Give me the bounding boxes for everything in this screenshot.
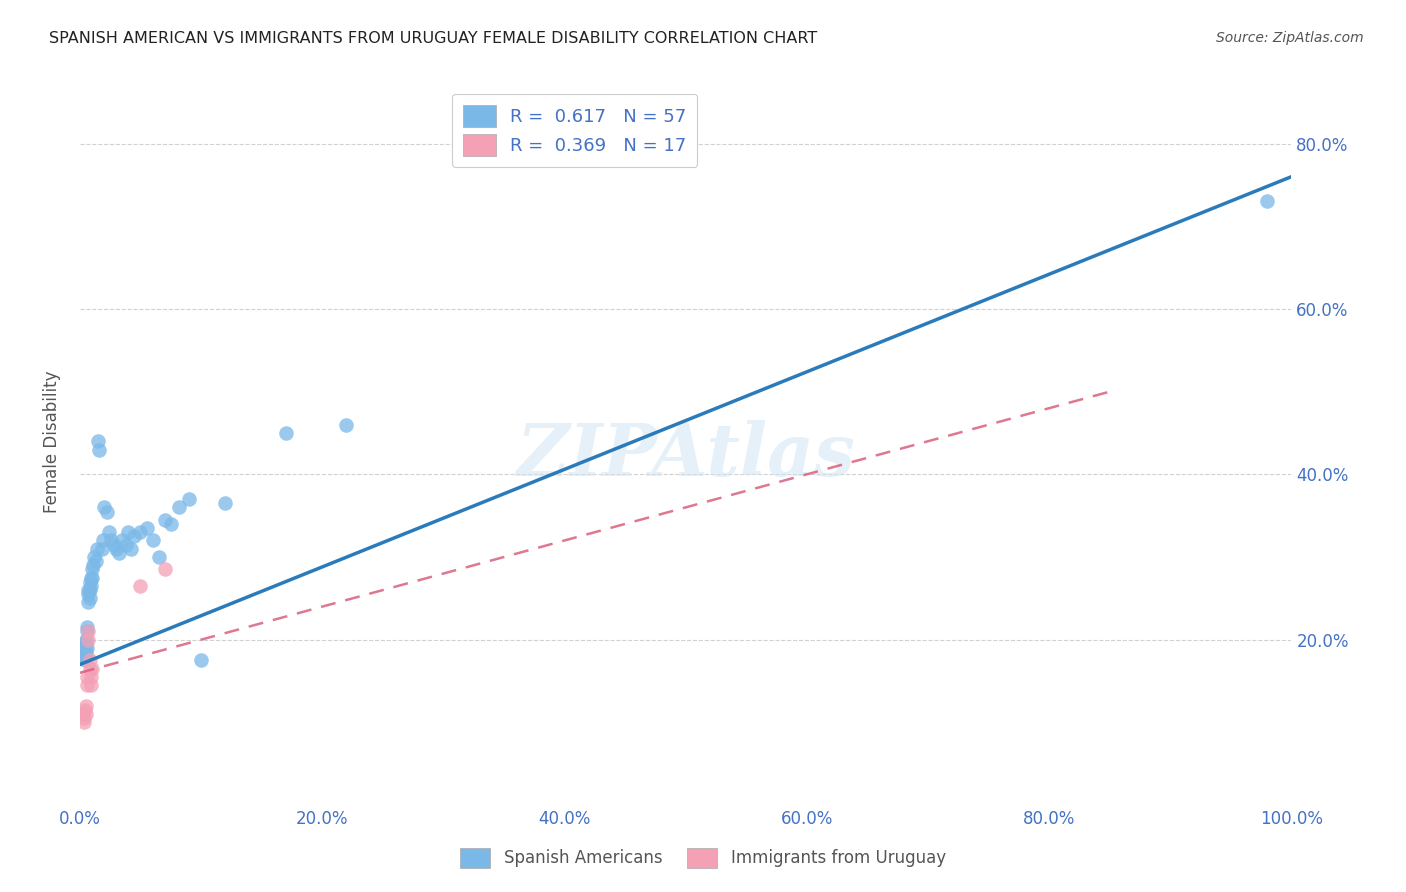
- Point: [72, 715, 94, 730]
- Point: [124, 529, 146, 543]
- Point: [129, 525, 152, 540]
- Point: [84, 554, 107, 568]
- Point: [73, 703, 96, 717]
- Point: [72, 649, 94, 664]
- Point: [80, 662, 103, 676]
- Point: [76, 678, 98, 692]
- Point: [100, 533, 122, 548]
- Point: [75, 637, 97, 651]
- Point: [79, 574, 101, 589]
- Point: [75, 698, 97, 713]
- Point: [153, 562, 176, 576]
- Point: [72, 711, 94, 725]
- Point: [167, 500, 190, 515]
- Text: Source: ZipAtlas.com: Source: ZipAtlas.com: [1216, 31, 1364, 45]
- Point: [117, 525, 139, 540]
- Point: [72, 637, 94, 651]
- Legend: Spanish Americans, Immigrants from Uruguay: Spanish Americans, Immigrants from Urugu…: [454, 841, 952, 875]
- Point: [87, 434, 110, 449]
- Legend: R =  0.617   N = 57, R =  0.369   N = 17: R = 0.617 N = 57, R = 0.369 N = 17: [453, 94, 697, 167]
- Point: [75, 645, 97, 659]
- Text: SPANISH AMERICAN VS IMMIGRANTS FROM URUGUAY FEMALE DISABILITY CORRELATION CHART: SPANISH AMERICAN VS IMMIGRANTS FROM URUG…: [49, 31, 817, 46]
- Point: [1256, 194, 1278, 209]
- Point: [75, 632, 97, 647]
- Point: [93, 500, 115, 515]
- Point: [214, 496, 236, 510]
- Point: [142, 533, 165, 548]
- Point: [96, 504, 118, 518]
- Point: [76, 640, 98, 655]
- Point: [115, 538, 138, 552]
- Point: [80, 678, 103, 692]
- Point: [73, 653, 96, 667]
- Point: [80, 579, 103, 593]
- Point: [77, 632, 100, 647]
- Point: [80, 562, 103, 576]
- Point: [72, 640, 94, 655]
- Point: [79, 653, 101, 667]
- Point: [79, 583, 101, 598]
- Point: [77, 587, 100, 601]
- Point: [76, 624, 98, 639]
- Point: [90, 541, 112, 556]
- Point: [177, 492, 200, 507]
- Point: [190, 653, 212, 667]
- Point: [129, 579, 152, 593]
- Point: [80, 571, 103, 585]
- Point: [76, 620, 98, 634]
- Point: [77, 624, 100, 639]
- Point: [91, 533, 114, 548]
- Point: [148, 549, 170, 564]
- Point: [77, 583, 100, 598]
- Point: [103, 538, 125, 552]
- Point: [274, 425, 297, 440]
- Point: [79, 662, 101, 676]
- Point: [80, 571, 103, 585]
- Point: [75, 649, 97, 664]
- Point: [89, 442, 111, 457]
- Point: [73, 649, 96, 664]
- Point: [72, 645, 94, 659]
- Point: [135, 521, 157, 535]
- Point: [82, 558, 104, 573]
- Point: [120, 541, 142, 556]
- Point: [159, 516, 181, 531]
- Point: [335, 417, 357, 432]
- Point: [86, 541, 108, 556]
- Point: [107, 546, 129, 560]
- Point: [97, 525, 120, 540]
- Point: [79, 591, 101, 606]
- Point: [153, 513, 176, 527]
- Point: [77, 595, 100, 609]
- Y-axis label: Female Disability: Female Disability: [44, 370, 60, 513]
- Point: [73, 645, 96, 659]
- Point: [72, 707, 94, 722]
- Point: [76, 670, 98, 684]
- Point: [105, 541, 128, 556]
- Text: ZIPAtlas: ZIPAtlas: [516, 420, 855, 491]
- Point: [83, 549, 105, 564]
- Point: [80, 670, 103, 684]
- Point: [111, 533, 134, 548]
- Point: [75, 707, 97, 722]
